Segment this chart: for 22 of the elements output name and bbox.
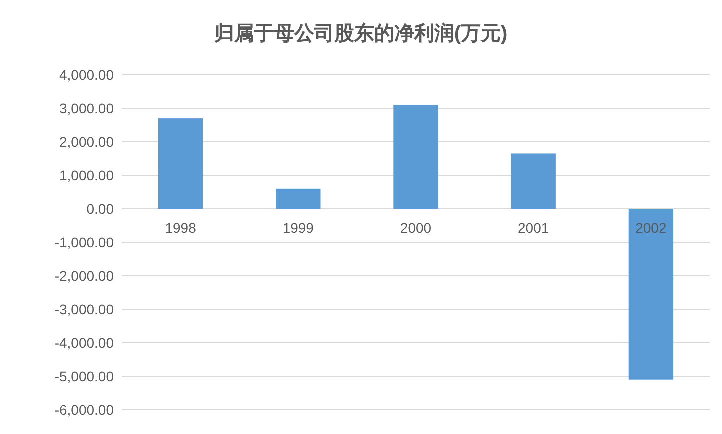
y-tick-label: -1,000.00	[54, 234, 114, 250]
chart-title: 归属于母公司股东的净利润(万元)	[213, 22, 508, 45]
x-tick-label: 2002	[636, 220, 667, 236]
y-tick-label: -4,000.00	[54, 334, 114, 351]
y-tick-label: 3,000.00	[60, 100, 114, 116]
bar	[628, 209, 674, 380]
x-tick-label: 1999	[282, 220, 314, 236]
y-tick-label: 0.00	[86, 200, 114, 217]
bar	[511, 154, 556, 209]
y-tick-label: -6,000.00	[54, 402, 114, 418]
x-tick-label: 2000	[400, 220, 432, 236]
y-tick-label: 4,000.00	[60, 66, 114, 83]
y-tick-label: 2,000.00	[60, 134, 114, 150]
y-tick-label: -5,000.00	[54, 368, 114, 384]
y-tick-label: 1,000.00	[60, 167, 114, 184]
bar	[276, 188, 321, 209]
bar	[394, 105, 438, 209]
y-tick-label: -3,000.00	[54, 301, 114, 318]
bar	[158, 118, 204, 209]
x-tick-label: 2001	[518, 220, 550, 236]
y-tick-label: -2,000.00	[54, 268, 114, 284]
x-tick-label: 1998	[165, 220, 197, 236]
